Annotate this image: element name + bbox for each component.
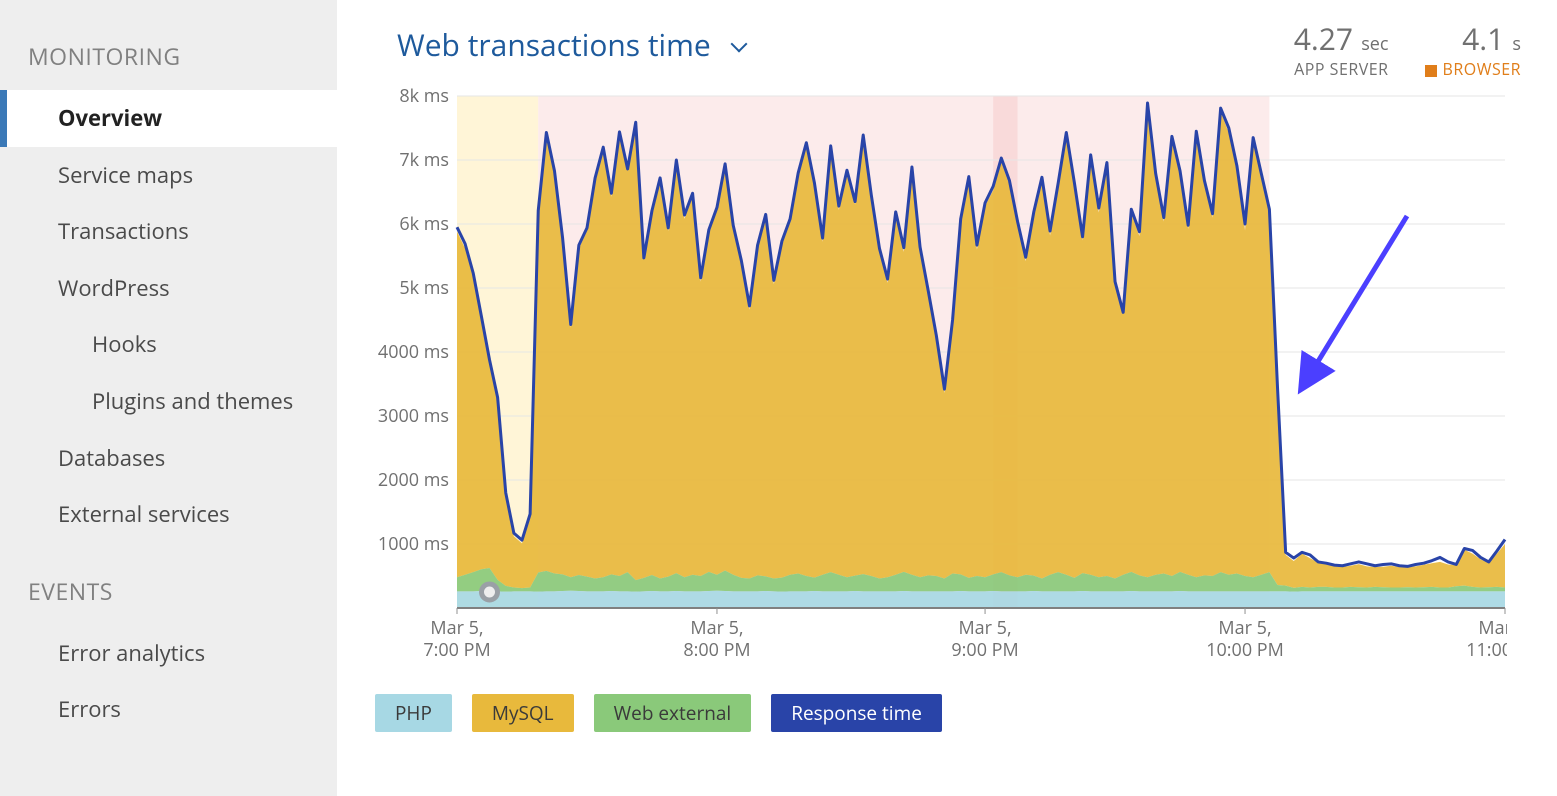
section-label: MONITORING (0, 40, 337, 90)
svg-text:2000 ms: 2000 ms (378, 468, 449, 492)
sidebar-item-wordpress[interactable]: WordPress (0, 260, 337, 317)
svg-text:10:00 PM: 10:00 PM (1206, 638, 1284, 662)
browser-swatch-icon (1425, 65, 1437, 77)
sidebar-item-transactions[interactable]: Transactions (0, 203, 337, 260)
svg-text:3000 ms: 3000 ms (378, 404, 449, 428)
chevron-down-icon (731, 36, 749, 54)
svg-text:8k ms: 8k ms (399, 86, 449, 108)
svg-text:1000 ms: 1000 ms (378, 532, 449, 556)
svg-text:7k ms: 7k ms (399, 148, 449, 172)
metric-browser: 4.1 s BROWSER (1425, 24, 1521, 80)
metric-app-server: 4.27 sec APP SERVER (1294, 24, 1389, 80)
legend-item-response-time[interactable]: Response time (771, 694, 942, 732)
chart-wrap: 1000 ms 2000 ms 3000 ms 4000 ms 5k ms 6k ms 7k… (367, 86, 1521, 676)
svg-text:6k ms: 6k ms (399, 212, 449, 236)
metric-browser-value: 4.1 (1462, 18, 1504, 59)
sidebar-item-hooks[interactable]: Hooks (0, 316, 337, 373)
chart-legend: PHP MySQL Web external Response time (375, 694, 1521, 732)
svg-text:11:00 PM: 11:00 PM (1466, 638, 1507, 662)
svg-text:Mar 5,: Mar 5, (958, 616, 1011, 640)
chart-title-dropdown[interactable]: Web transactions time (397, 24, 749, 65)
sidebar-item-external-services[interactable]: External services (0, 486, 337, 543)
sidebar-item-overview[interactable]: Overview (0, 90, 337, 147)
sidebar: MONITORINGOverviewService mapsTransactio… (0, 0, 337, 796)
metric-browser-unit: s (1512, 32, 1521, 56)
chart-title-text: Web transactions time (397, 24, 711, 65)
legend-item-php[interactable]: PHP (375, 694, 452, 732)
svg-text:Mar 5,: Mar 5, (1478, 616, 1507, 640)
svg-text:7:00 PM: 7:00 PM (423, 638, 490, 662)
svg-text:Mar 5,: Mar 5, (1218, 616, 1271, 640)
svg-text:5k ms: 5k ms (399, 276, 449, 300)
metric-app-server-unit: sec (1361, 32, 1388, 56)
legend-item-mysql[interactable]: MySQL (472, 694, 574, 732)
metric-browser-label-text: BROWSER (1443, 58, 1521, 80)
metric-app-server-value: 4.27 (1294, 18, 1353, 59)
sidebar-item-error-analytics[interactable]: Error analytics (0, 625, 337, 682)
sidebar-item-databases[interactable]: Databases (0, 430, 337, 487)
main-pane: Web transactions time 4.27 sec APP SERVE… (337, 0, 1557, 796)
metric-app-server-label: APP SERVER (1294, 58, 1389, 80)
svg-text:Mar 5,: Mar 5, (690, 616, 743, 640)
sidebar-item-errors[interactable]: Errors (0, 681, 337, 738)
legend-item-web-external[interactable]: Web external (594, 694, 752, 732)
transactions-chart[interactable]: 1000 ms 2000 ms 3000 ms 4000 ms 5k ms 6k ms 7k… (367, 86, 1507, 676)
svg-text:Mar 5,: Mar 5, (430, 616, 483, 640)
header-row: Web transactions time 4.27 sec APP SERVE… (367, 24, 1521, 80)
sidebar-item-plugins-and-themes[interactable]: Plugins and themes (0, 373, 337, 430)
metric-browser-label: BROWSER (1425, 58, 1521, 80)
svg-text:9:00 PM: 9:00 PM (951, 638, 1018, 662)
svg-text:8:00 PM: 8:00 PM (683, 638, 750, 662)
section-label: EVENTS (0, 575, 337, 625)
sidebar-item-service-maps[interactable]: Service maps (0, 147, 337, 204)
svg-text:4000 ms: 4000 ms (378, 340, 449, 364)
